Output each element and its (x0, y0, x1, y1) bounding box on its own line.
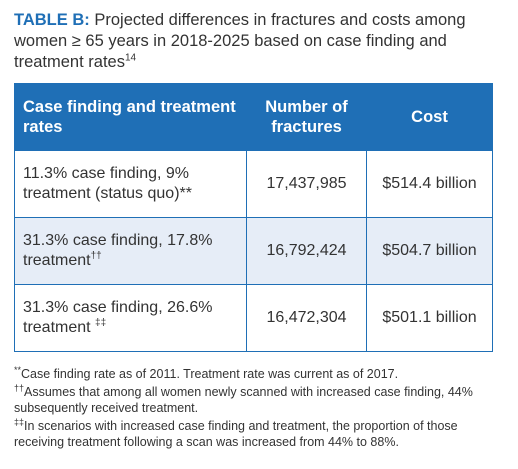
footnotes: **Case finding rate as of 2011. Treatmen… (14, 364, 506, 450)
row-fractures: 16,472,304 (246, 284, 367, 352)
row-label: 31.3% case finding, 26.6% treatment ‡‡ (14, 284, 247, 352)
footnote: ‡‡In scenarios with increased case findi… (14, 416, 506, 450)
footnote: ††Assumes that among all women newly sca… (14, 382, 506, 416)
row-cost: $504.7 billion (366, 217, 493, 285)
footnote-text: Assumes that among all women newly scann… (14, 385, 473, 415)
footnote-text: In scenarios with increased case finding… (14, 419, 458, 449)
row-fractures: 17,437,985 (246, 150, 367, 218)
row-cost: $514.4 billion (366, 150, 493, 218)
table-row: 31.3% case finding, 17.8% treatment†† 16… (14, 217, 493, 285)
row-label: 11.3% case finding, 9% treatment (status… (14, 150, 247, 218)
row-cost: $501.1 billion (366, 284, 493, 352)
row-footnote-mark: ‡‡ (95, 317, 107, 329)
table-row: 11.3% case finding, 9% treatment (status… (14, 150, 493, 218)
table-row: 31.3% case finding, 26.6% treatment ‡‡ 1… (14, 284, 493, 352)
footnote: **Case finding rate as of 2011. Treatmen… (14, 364, 506, 382)
table-title-text: Projected differences in fractures and c… (14, 11, 466, 71)
footnote-mark: ** (14, 364, 22, 375)
footnote-text: Case finding rate as of 2011. Treatment … (21, 367, 399, 381)
footnote-mark: ‡‡ (14, 416, 25, 427)
row-footnote-mark: †† (90, 250, 102, 262)
row-label: 31.3% case finding, 17.8% treatment†† (14, 217, 247, 285)
header-row: Case finding and treatment rates Number … (14, 83, 493, 151)
fractures-cost-table: Case finding and treatment rates Number … (14, 83, 493, 352)
header-case-finding: Case finding and treatment rates (14, 83, 247, 151)
row-label-text: 31.3% case finding, 26.6% treatment (23, 299, 213, 336)
row-label-text: 31.3% case finding, 17.8% treatment (23, 232, 213, 269)
header-cost: Cost (366, 83, 493, 151)
table-label: TABLE B: (14, 11, 90, 29)
table-title: TABLE B: Projected differences in fractu… (14, 10, 504, 73)
footnote-mark: †† (14, 382, 25, 393)
reference-superscript: 14 (124, 52, 137, 64)
row-label-text: 11.3% case finding, 9% treatment (status… (23, 165, 192, 202)
row-fractures: 16,792,424 (246, 217, 367, 285)
header-number-of-fractures: Number of fractures (246, 83, 367, 151)
